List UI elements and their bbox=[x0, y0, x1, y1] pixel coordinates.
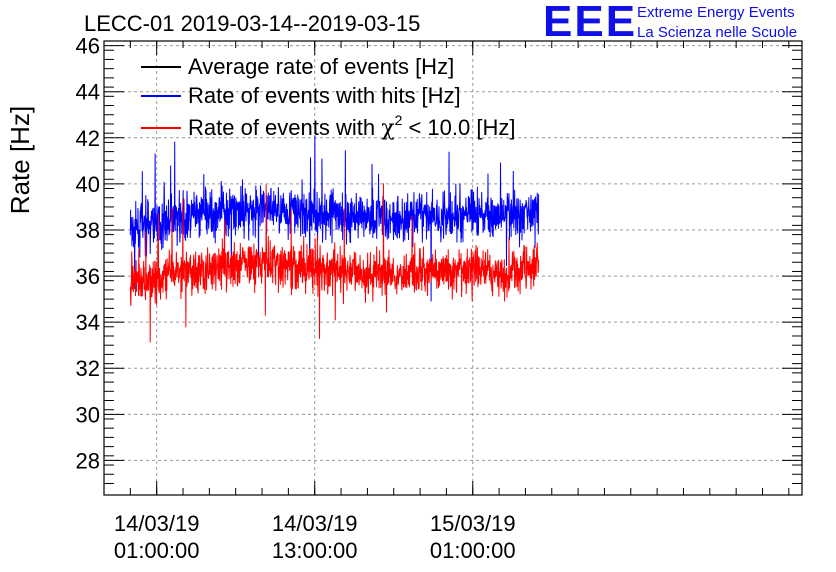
y-tick-label: 32 bbox=[76, 356, 100, 381]
y-tick-label: 36 bbox=[76, 264, 100, 289]
series-line-1 bbox=[129, 135, 540, 302]
y-tick-label: 28 bbox=[76, 448, 100, 473]
legend-text-part: < 10.0 [Hz] bbox=[402, 115, 515, 140]
legend-text-part: Rate of events with bbox=[188, 115, 381, 140]
logo-line-1: Extreme Energy Events bbox=[637, 4, 795, 21]
x-tick-time: 01:00:00 bbox=[114, 538, 200, 563]
legend-chi-symbol: χ bbox=[381, 116, 394, 141]
eee-logo: EEE bbox=[543, 0, 638, 46]
legend-label-0: Average rate of events [Hz] bbox=[188, 54, 454, 79]
legend-label-1: Rate of events with hits [Hz] bbox=[188, 83, 461, 108]
x-tick-date: 14/03/19 bbox=[272, 511, 358, 536]
series-layer bbox=[129, 135, 540, 343]
x-tick-time: 01:00:00 bbox=[430, 538, 516, 563]
y-tick-label: 42 bbox=[76, 126, 100, 151]
legend-label-2: Rate of events with χ2 < 10.0 [Hz] bbox=[188, 112, 515, 141]
x-tick-date: 14/03/19 bbox=[114, 511, 200, 536]
x-axis: 14/03/1901:00:0014/03/1913:00:0015/03/19… bbox=[114, 41, 790, 563]
y-tick-label: 30 bbox=[76, 402, 100, 427]
y-tick-label: 46 bbox=[76, 34, 100, 59]
y-tick-label: 40 bbox=[76, 172, 100, 197]
plot-frame bbox=[103, 40, 803, 496]
y-tick-label: 38 bbox=[76, 218, 100, 243]
y-tick-label: 44 bbox=[76, 80, 100, 105]
y-axis: 28 30 32 34 36 38 40 42 44 46 bbox=[76, 34, 802, 484]
y-axis-label: Rate [Hz] bbox=[5, 106, 35, 214]
chart-title: LECC-01 2019-03-14--2019-03-15 bbox=[84, 11, 420, 36]
x-tick-time: 13:00:00 bbox=[272, 538, 358, 563]
legend: Average rate of events [Hz] Rate of event… bbox=[141, 54, 515, 141]
logo-line-2: La Scienza nelle Scuole bbox=[637, 24, 798, 41]
x-tick-date: 15/03/19 bbox=[430, 511, 516, 536]
series-line-2 bbox=[129, 183, 540, 343]
y-tick-label: 34 bbox=[76, 310, 100, 335]
legend-superscript: 2 bbox=[395, 112, 403, 128]
